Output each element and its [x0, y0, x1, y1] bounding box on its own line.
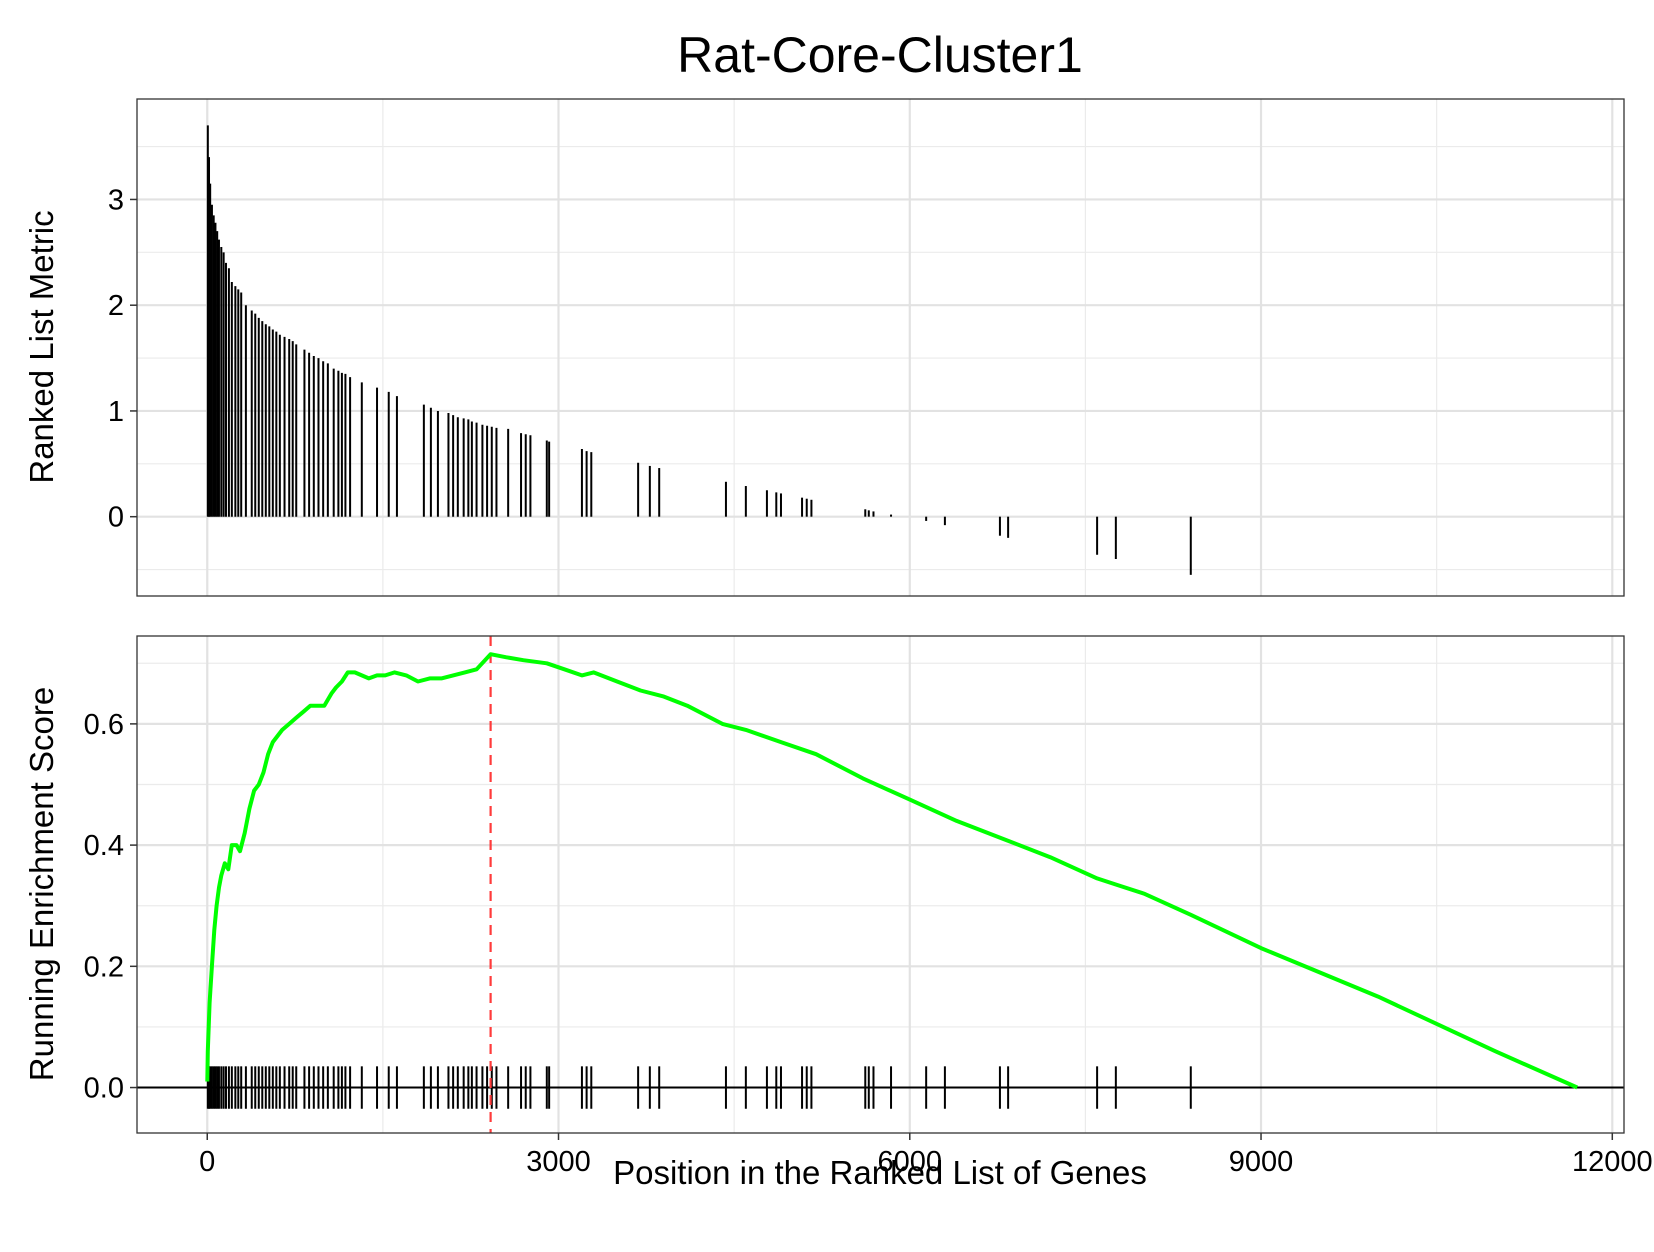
bottom-panel-y-axis-title: Running Enrichment Score — [23, 687, 60, 1081]
x-tick-label: 3000 — [526, 1146, 591, 1178]
chart-title: Rat-Core-Cluster1 — [677, 27, 1083, 83]
x-axis-title: Position in the Ranked List of Genes — [613, 1154, 1147, 1191]
top-panel-border — [136, 98, 1625, 597]
x-tick-label: 12000 — [1572, 1146, 1653, 1178]
y-tick-label: 0.6 — [84, 709, 124, 741]
y-tick-label: 0.0 — [84, 1073, 124, 1105]
y-tick-label: 3 — [108, 184, 124, 216]
top-panel-y-ticks: 0 1 2 3 — [108, 184, 137, 534]
y-tick-label: 0 — [108, 502, 124, 534]
running-enrichment-panel: 0.0 0.2 0.4 0.6 0 3000 6000 9000 12000 Running … — [23, 635, 1653, 1191]
y-tick-label: 1 — [108, 396, 124, 428]
bottom-panel-background — [137, 636, 1624, 1133]
y-tick-label: 0.4 — [84, 830, 124, 862]
bottom-panel-border — [136, 635, 1625, 1134]
x-tick-label: 6000 — [878, 1146, 943, 1178]
bottom-panel-x-ticks: 0 3000 6000 9000 12000 — [199, 1133, 1653, 1178]
ranked-metric-panel: 0 1 2 3 Ranked List Metric — [23, 98, 1625, 597]
top-panel-background — [137, 99, 1624, 596]
x-tick-label: 9000 — [1229, 1146, 1294, 1178]
y-tick-label: 0.2 — [84, 951, 124, 983]
x-tick-label: 0 — [199, 1146, 215, 1178]
running-es-line — [205, 652, 1579, 1090]
ranked-metric-bars — [206, 125, 1192, 575]
y-tick-label: 2 — [108, 290, 124, 322]
top-panel-y-axis-title: Ranked List Metric — [23, 210, 60, 483]
running-es-curve — [205, 652, 1579, 1090]
bottom-panel-y-ticks: 0.0 0.2 0.4 0.6 — [84, 709, 137, 1105]
